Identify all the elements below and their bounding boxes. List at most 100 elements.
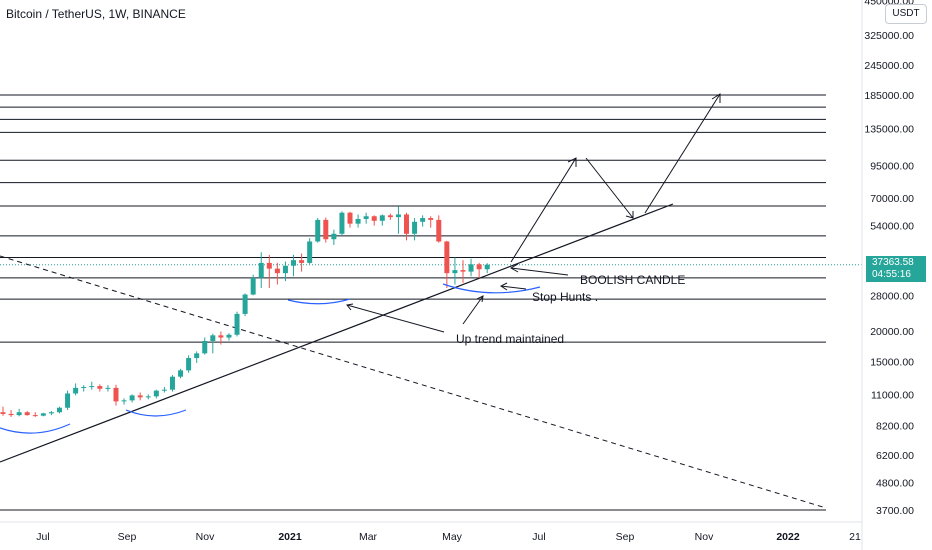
candle-body [387, 215, 393, 218]
candle-body [436, 219, 442, 242]
candle-body [460, 270, 466, 272]
y-tick-label: 54000.00 [870, 221, 914, 233]
y-tick-label: 450000.00 [864, 0, 914, 8]
candle-body [113, 387, 119, 402]
candle-body [65, 393, 71, 408]
candle-body [331, 233, 337, 240]
candle-body [24, 412, 30, 416]
pointer-uptrend-left [346, 304, 445, 333]
uptrend-line [0, 203, 674, 463]
candle-body [73, 387, 79, 394]
candle-body [250, 277, 256, 295]
annotation-up-trend: Up trend maintained [456, 332, 565, 346]
candle-body [226, 334, 232, 338]
trend-lines [0, 203, 827, 509]
x-tick-label: May [442, 531, 463, 543]
candle-body [218, 335, 224, 338]
candle-body [178, 370, 184, 377]
drawings [0, 93, 721, 434]
candle-body [315, 219, 321, 242]
x-tick-label: 2021 [278, 531, 302, 543]
candle-body [81, 386, 87, 388]
downtrend-dashed-line [0, 255, 827, 509]
candle-body [323, 219, 329, 240]
pointer-uptrend-left-head [346, 303, 354, 311]
candle-body [420, 218, 426, 222]
annotation-stop-hunts: Stop Hunts . [532, 290, 599, 304]
candle-body [307, 241, 313, 263]
candles [0, 206, 490, 417]
pointer-stop-hunts-head [500, 282, 508, 291]
candle-body [186, 358, 192, 371]
y-tick-label: 3700.00 [876, 505, 914, 517]
candle-body [412, 221, 418, 234]
y-tick-label: 28000.00 [870, 290, 914, 302]
candle-body [202, 341, 208, 354]
last-price-badge: 37363.58 04:55:16 [866, 256, 926, 282]
arrow-head-1 [567, 157, 577, 167]
candle-body [121, 400, 127, 402]
y-tick-label: 245000.00 [864, 60, 914, 72]
candle-body [89, 386, 95, 388]
x-tick-label: Jul [36, 531, 49, 543]
annotation-boolish-candle: BOOLISH CANDLE [580, 273, 686, 287]
candle-body [153, 390, 159, 397]
y-tick-label: 8200.00 [876, 421, 914, 433]
last-price-value: 37363.58 [872, 257, 914, 268]
candle-body [266, 262, 272, 269]
pointer-boolish [510, 267, 569, 276]
candle-body [40, 413, 46, 416]
candle-body [274, 268, 280, 274]
candle-body [234, 313, 240, 335]
candle-body [355, 218, 361, 224]
candle-body [105, 387, 111, 389]
candle-body [169, 376, 175, 390]
candle-body [444, 241, 450, 274]
candle-body [32, 415, 38, 417]
y-tick-label: 185000.00 [864, 90, 914, 102]
candle-body [282, 265, 288, 274]
candle-body [299, 260, 305, 263]
projection-leg-1 [510, 157, 577, 263]
candle-body [210, 335, 216, 342]
candle-body [16, 412, 22, 416]
candle-body [56, 407, 62, 413]
y-tick-label: 11000.00 [871, 389, 914, 401]
arrow-head-3 [711, 93, 721, 103]
x-tick-label: Nov [695, 531, 714, 543]
candle-body [452, 270, 458, 274]
candle-body [137, 395, 143, 398]
countdown-timer: 04:55:16 [872, 269, 911, 280]
candle-body [371, 216, 377, 221]
y-tick-label: 6200.00 [876, 450, 914, 462]
candle-body [484, 264, 490, 270]
support-arc-2 [125, 409, 187, 417]
support-arc-3 [287, 298, 351, 305]
candle-body [258, 262, 264, 278]
y-tick-label: 325000.00 [864, 30, 914, 42]
arrow-head-2 [625, 211, 634, 219]
candle-body [97, 386, 103, 389]
candle-body [194, 353, 200, 359]
candle-body [395, 214, 401, 218]
x-tick-label: Jul [532, 531, 545, 543]
candle-body [347, 212, 353, 224]
x-axis: Jul Sep Nov 2021 Mar May Jul Sep Nov 2022 21 [0, 521, 862, 543]
candle-body [0, 412, 6, 414]
candle-body [242, 294, 248, 314]
pointer-uptrend-right [462, 295, 484, 325]
candle-body [363, 216, 369, 219]
pointer-uptrend-right-head [476, 295, 484, 303]
candle-body [468, 264, 474, 272]
pointer-boolish-head [509, 263, 519, 273]
x-tick-label: 21 [849, 531, 861, 543]
chart-title: Bitcoin / TetherUS, 1W, BINANCE [6, 7, 186, 21]
x-tick-label: 2022 [776, 531, 800, 543]
currency-button[interactable]: USDT [885, 4, 927, 24]
projection-leg-3 [644, 93, 721, 214]
projection-leg-2 [585, 157, 634, 219]
candle-body [476, 264, 482, 270]
support-arc-4 [442, 283, 541, 294]
y-axis: 450000.00 325000.00 245000.00 185000.00 1350… [861, 0, 914, 550]
